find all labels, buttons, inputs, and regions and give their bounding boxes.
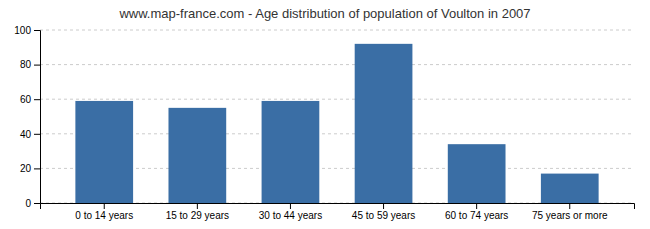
x-axis-line xyxy=(41,204,635,210)
bar xyxy=(448,144,506,203)
chart-title: www.map-france.com - Age distribution of… xyxy=(118,6,530,21)
x-tick-mark xyxy=(383,203,384,209)
chart-svg: www.map-france.com - Age distribution of… xyxy=(0,0,650,229)
y-tick-label: 20 xyxy=(20,163,32,174)
y-tick-label: 0 xyxy=(25,198,31,209)
x-tick: 30 to 44 years xyxy=(259,203,322,221)
x-tick: 15 to 29 years xyxy=(166,203,229,221)
bar xyxy=(262,101,320,203)
y-tick-label: 100 xyxy=(14,25,31,36)
x-axis: 0 to 14 years 15 to 29 years 30 to 44 year… xyxy=(41,203,635,221)
chart-container: www.map-france.com - Age distribution of… xyxy=(0,0,650,229)
x-tick: 75 years or more xyxy=(532,203,608,221)
y-tick: 20 xyxy=(20,163,40,174)
x-tick-label: 60 to 74 years xyxy=(445,210,508,221)
x-tick-label: 0 to 14 years xyxy=(75,210,133,221)
x-tick-mark xyxy=(197,203,198,209)
bar xyxy=(541,174,599,203)
y-tick: 100 xyxy=(14,25,40,36)
y-axis-line xyxy=(34,31,41,204)
x-tick-mark xyxy=(569,203,570,209)
plot-area: 0 20 40 60 80 100 0 to 14 years 15 to 29 years 3… xyxy=(14,25,634,221)
bar xyxy=(355,44,413,203)
y-tick: 40 xyxy=(20,129,40,140)
grid-line xyxy=(40,30,634,31)
bar xyxy=(75,101,133,203)
bars xyxy=(75,44,598,203)
y-tick-mark xyxy=(34,203,40,204)
x-tick: 45 to 59 years xyxy=(352,203,415,221)
y-tick: 60 xyxy=(20,94,40,105)
grid xyxy=(40,30,634,203)
grid-line xyxy=(40,99,634,100)
x-tick-label: 75 years or more xyxy=(532,210,608,221)
y-tick-mark xyxy=(34,134,40,135)
y-tick: 0 xyxy=(25,198,40,209)
x-tick: 60 to 74 years xyxy=(445,203,508,221)
y-tick-mark xyxy=(34,65,40,66)
y-tick-mark xyxy=(34,99,40,100)
x-tick-label: 15 to 29 years xyxy=(166,210,229,221)
y-tick-label: 80 xyxy=(20,59,32,70)
x-tick-label: 45 to 59 years xyxy=(352,210,415,221)
y-axis: 0 20 40 60 80 100 xyxy=(14,25,40,209)
y-tick-label: 40 xyxy=(20,129,32,140)
y-tick-label: 60 xyxy=(20,94,32,105)
y-tick-mark xyxy=(34,168,40,169)
x-tick-label: 30 to 44 years xyxy=(259,210,322,221)
grid-line xyxy=(40,64,634,65)
x-tick-mark xyxy=(290,203,291,209)
x-tick-mark xyxy=(476,203,477,209)
x-tick-mark xyxy=(104,203,105,209)
y-tick: 80 xyxy=(20,59,40,70)
y-tick-mark xyxy=(34,30,40,31)
bar xyxy=(168,108,226,203)
x-tick: 0 to 14 years xyxy=(75,203,133,221)
